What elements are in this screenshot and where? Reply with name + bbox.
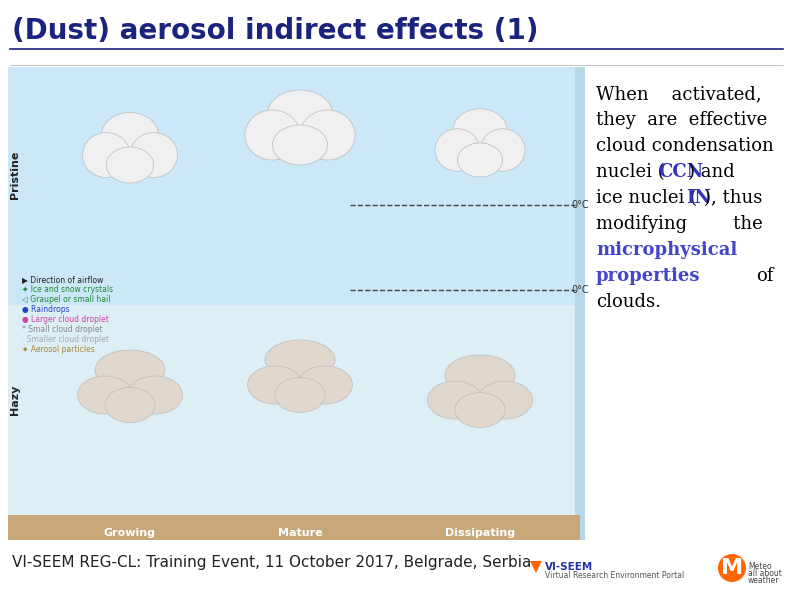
Text: Meteo: Meteo [748, 562, 772, 571]
Text: · Smaller cloud droplet: · Smaller cloud droplet [22, 335, 109, 344]
Ellipse shape [95, 350, 165, 390]
Bar [8, 515, 580, 540]
Text: microphysical: microphysical [596, 241, 737, 259]
Text: Virtual Research Environment Portal: Virtual Research Environment Portal [545, 571, 684, 580]
Text: ✦ Aerosol particles: ✦ Aerosol particles [22, 345, 94, 354]
Ellipse shape [480, 129, 525, 171]
Ellipse shape [265, 340, 335, 380]
Text: When    activated,: When activated, [596, 85, 761, 103]
Text: cloud condensation: cloud condensation [596, 137, 774, 155]
Ellipse shape [275, 377, 325, 412]
Ellipse shape [130, 133, 178, 177]
Text: Pristine: Pristine [10, 151, 20, 199]
Text: ✦ Ice and snow crystals: ✦ Ice and snow crystals [22, 285, 113, 294]
Ellipse shape [78, 376, 132, 414]
Text: Dissipating: Dissipating [445, 528, 515, 538]
Ellipse shape [455, 393, 505, 427]
Text: VI-SEEM: VI-SEEM [545, 562, 593, 572]
Text: 0°C: 0°C [571, 200, 588, 210]
Ellipse shape [453, 109, 507, 151]
Text: ▶ Direction of airflow: ▶ Direction of airflow [22, 275, 103, 284]
Ellipse shape [245, 110, 300, 160]
Text: they  are  effective: they are effective [596, 111, 768, 129]
Ellipse shape [297, 366, 353, 404]
Ellipse shape [445, 355, 515, 395]
Text: ice nuclei (: ice nuclei ( [596, 189, 697, 207]
Text: nuclei (: nuclei ( [596, 163, 665, 181]
Bar [8, 67, 580, 540]
Text: modifying        the: modifying the [596, 215, 763, 233]
Ellipse shape [128, 376, 182, 414]
Text: IN: IN [686, 189, 711, 207]
Text: Mature: Mature [278, 528, 322, 538]
Text: CCN: CCN [658, 163, 703, 181]
Ellipse shape [105, 387, 155, 422]
Text: * Small cloud droplet: * Small cloud droplet [22, 325, 102, 334]
Text: Hazy: Hazy [10, 385, 20, 415]
Text: ● Larger cloud droplet: ● Larger cloud droplet [22, 315, 109, 324]
Text: of: of [756, 267, 773, 285]
Text: (Dust) aerosol indirect effects (1): (Dust) aerosol indirect effects (1) [12, 17, 538, 45]
Text: Growing: Growing [104, 528, 156, 538]
Polygon shape [530, 561, 542, 573]
Ellipse shape [267, 90, 333, 140]
Ellipse shape [82, 133, 130, 177]
Bar [8, 305, 580, 540]
Text: all about: all about [748, 569, 782, 578]
Ellipse shape [273, 125, 328, 165]
Text: VI-SEEM REG-CL: Training Event, 11 October 2017, Belgrade, Serbia: VI-SEEM REG-CL: Training Event, 11 Octob… [12, 556, 531, 571]
Text: clouds.: clouds. [596, 293, 661, 311]
Ellipse shape [458, 143, 503, 177]
Ellipse shape [427, 381, 482, 419]
Ellipse shape [477, 381, 533, 419]
Ellipse shape [300, 110, 355, 160]
Circle shape [718, 554, 746, 582]
Text: 0°C: 0°C [571, 285, 588, 295]
Text: properties: properties [596, 267, 700, 285]
Bar [8, 67, 580, 305]
Bar [575, 67, 585, 540]
Ellipse shape [435, 129, 480, 171]
Ellipse shape [106, 147, 154, 183]
Text: weather: weather [748, 576, 780, 585]
Ellipse shape [102, 112, 159, 158]
Text: ◁ Graupel or small hail: ◁ Graupel or small hail [22, 295, 110, 304]
Ellipse shape [247, 366, 302, 404]
Text: ), thus: ), thus [704, 189, 762, 207]
Text: ● Raindrops: ● Raindrops [22, 305, 70, 314]
Text: M: M [721, 558, 743, 578]
Text: ) and: ) and [688, 163, 735, 181]
